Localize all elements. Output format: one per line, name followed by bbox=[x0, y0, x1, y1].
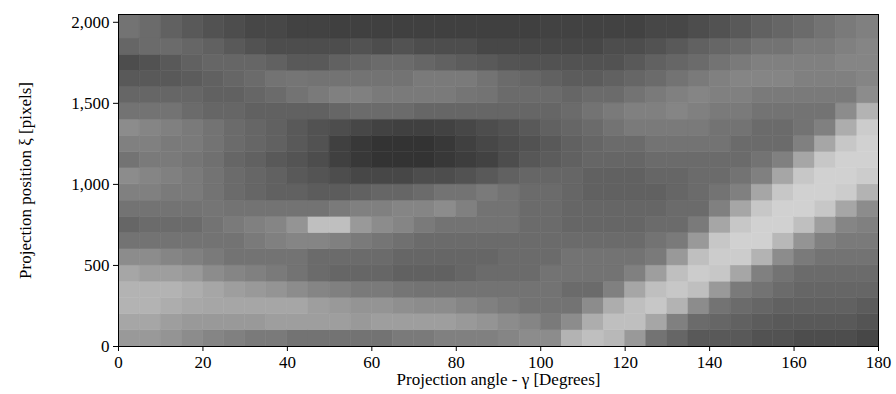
svg-text:100: 100 bbox=[528, 352, 554, 372]
svg-text:1,500: 1,500 bbox=[71, 94, 109, 113]
svg-text:180: 180 bbox=[866, 353, 892, 372]
svg-text:500: 500 bbox=[84, 256, 110, 275]
svg-text:1,000: 1,000 bbox=[71, 175, 109, 194]
svg-text:40: 40 bbox=[279, 353, 296, 372]
svg-text:2,000: 2,000 bbox=[71, 13, 109, 32]
svg-text:Projection angle - γ [Degrees]: Projection angle - γ [Degrees] bbox=[397, 370, 601, 389]
svg-text:140: 140 bbox=[697, 353, 723, 372]
svg-text:120: 120 bbox=[612, 353, 638, 372]
svg-text:0: 0 bbox=[101, 337, 110, 356]
svg-text:80: 80 bbox=[447, 352, 465, 372]
svg-text:160: 160 bbox=[781, 353, 807, 372]
svg-text:0: 0 bbox=[114, 353, 123, 372]
svg-text:60: 60 bbox=[363, 353, 380, 372]
svg-text:Projection position ξ [pixels]: Projection position ξ [pixels] bbox=[16, 82, 35, 279]
svg-text:20: 20 bbox=[194, 353, 211, 372]
